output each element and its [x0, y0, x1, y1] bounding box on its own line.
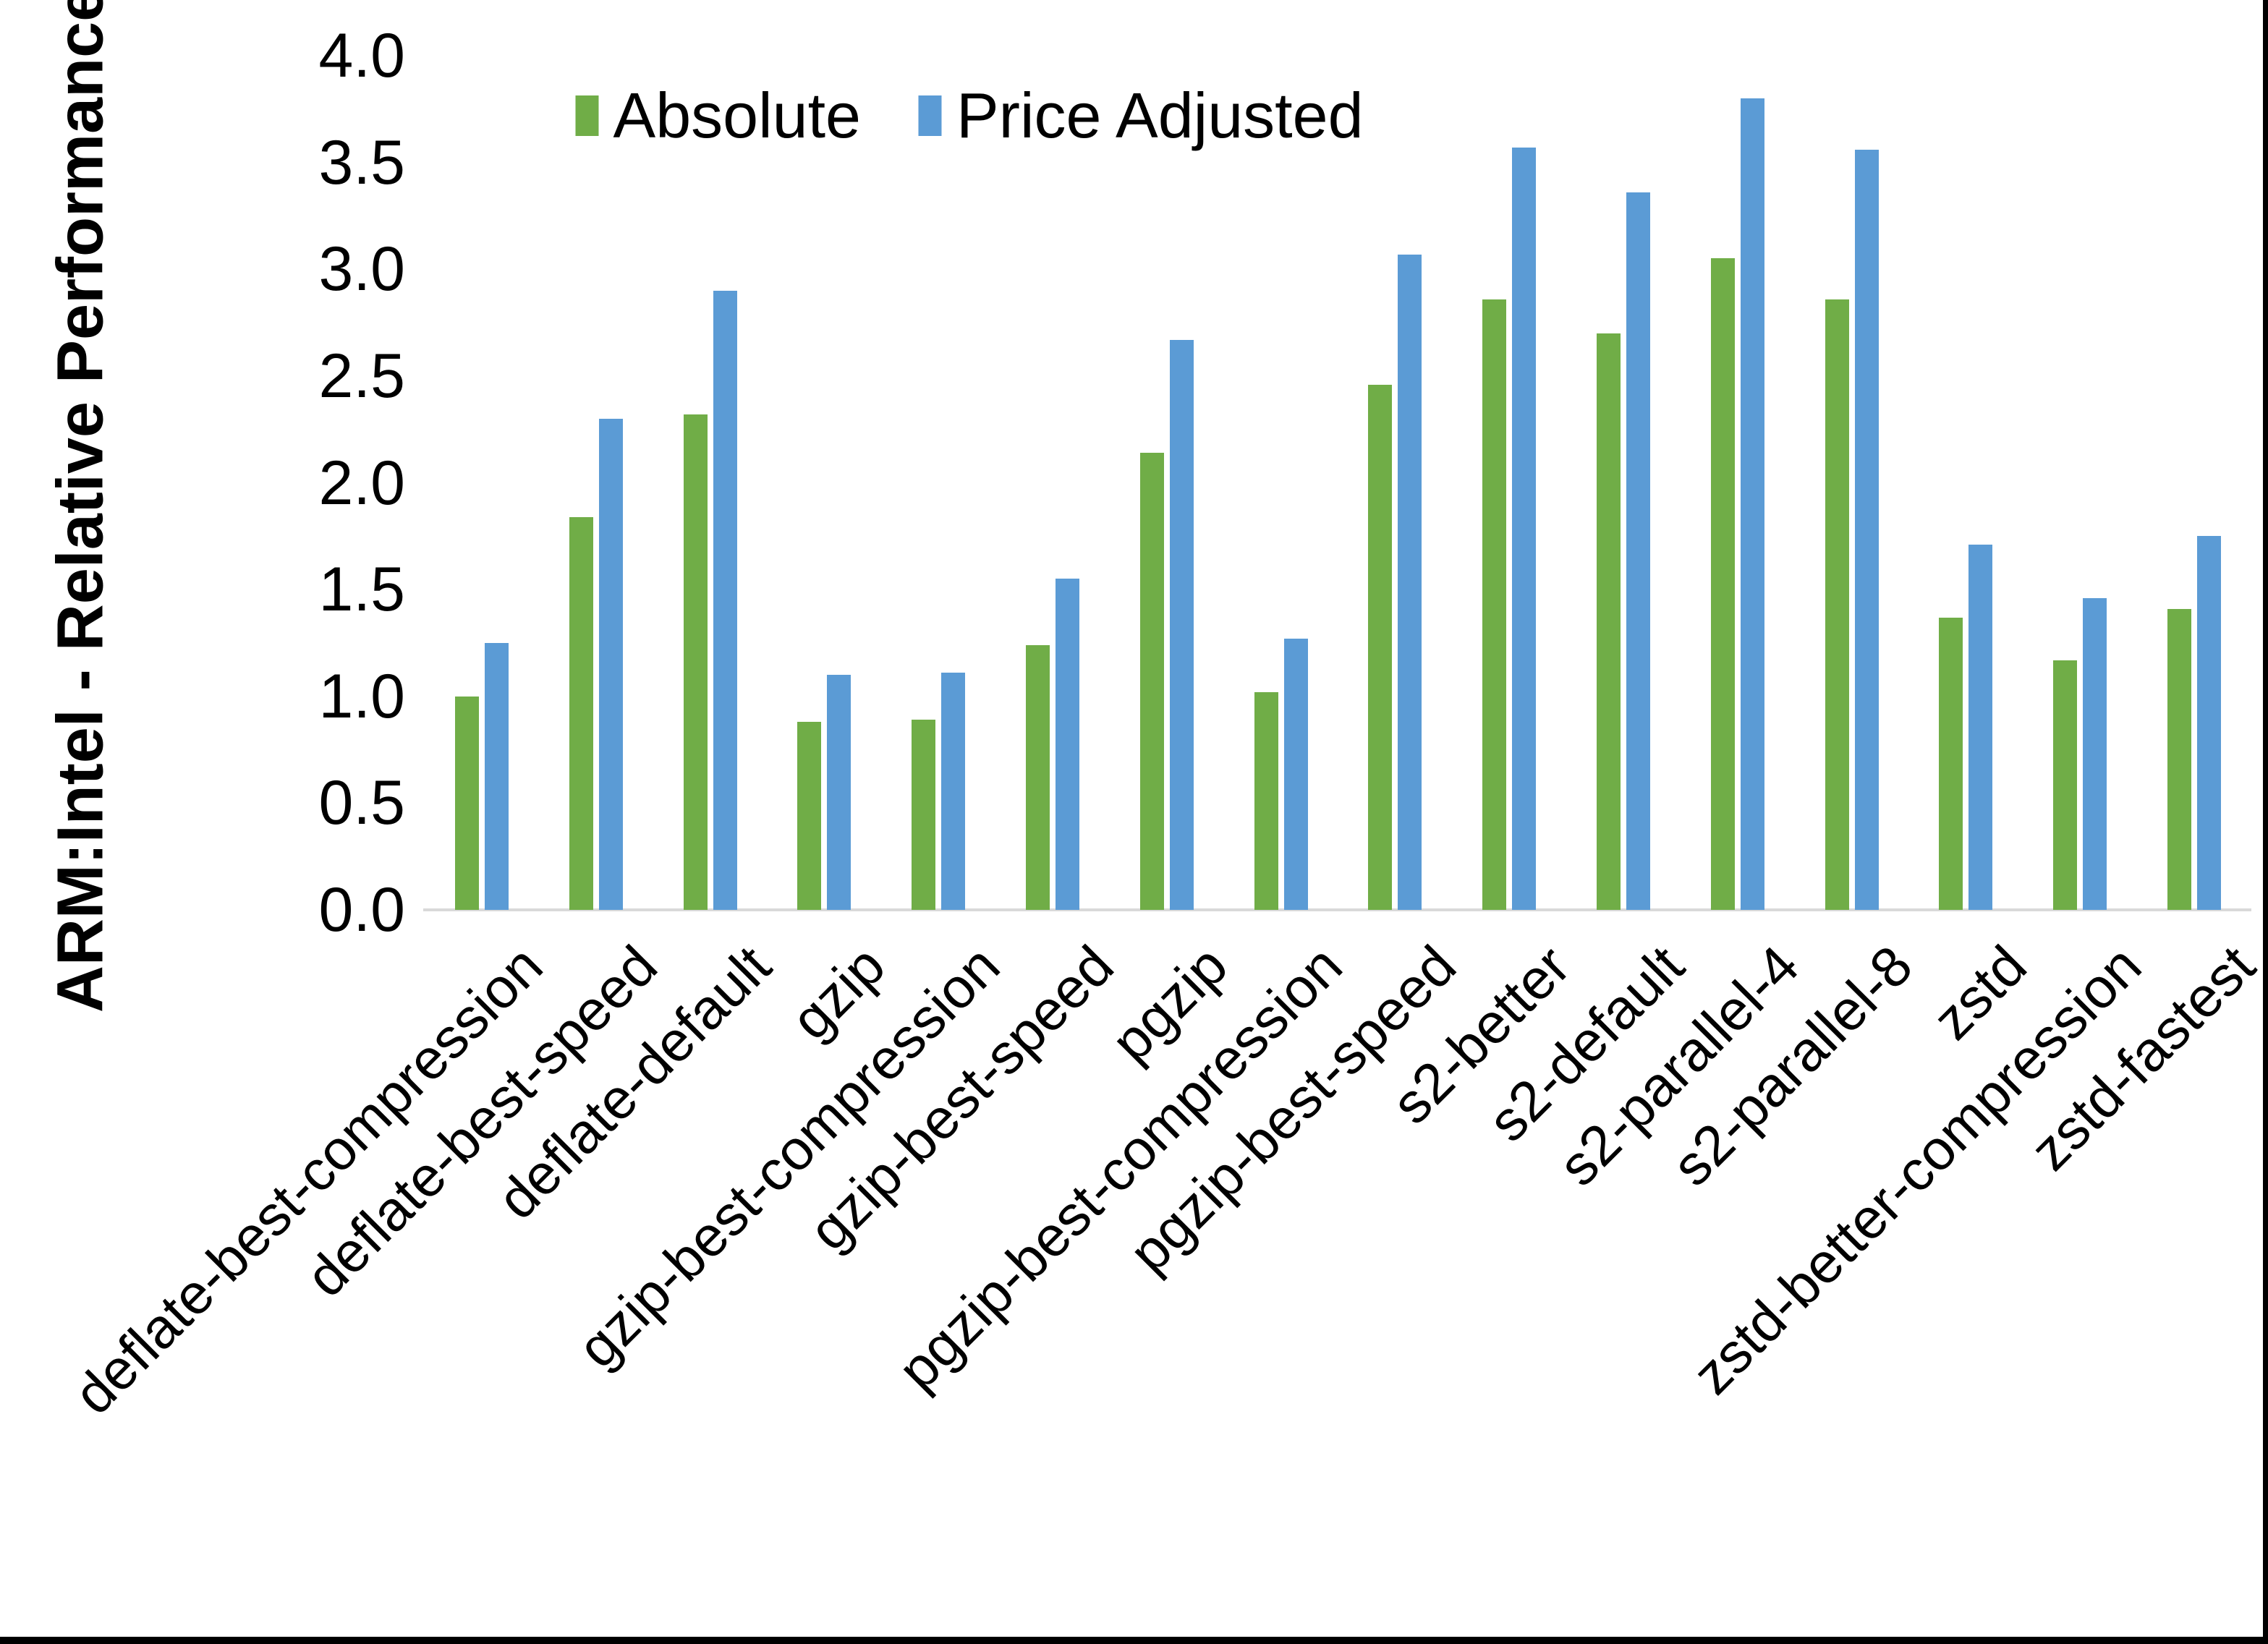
bar-absolute: [1254, 691, 1278, 910]
bar-price-adjusted: [1055, 579, 1079, 910]
bar-absolute: [912, 720, 936, 910]
bar-price-adjusted: [1512, 147, 1537, 910]
legend-label-price-adjusted: Price Adjusted: [956, 80, 1364, 151]
legend-entry-price-adjusted: Price Adjusted: [918, 80, 1364, 151]
bar-price-adjusted: [2197, 536, 2222, 910]
bar-price-adjusted: [598, 418, 623, 910]
bar-price-adjusted: [941, 673, 966, 910]
bar-absolute: [1482, 299, 1507, 910]
y-tick-label: 1.5: [318, 555, 405, 625]
y-tick-label: 2.5: [318, 341, 405, 411]
y-tick-label: 4.0: [318, 21, 405, 90]
y-tick-label: 0.0: [318, 875, 405, 945]
page-border-right: [2263, 0, 2268, 1644]
bar-price-adjusted: [1169, 339, 1194, 910]
bar-price-adjusted: [1854, 149, 1879, 910]
legend-entry-absolute: Absolute: [575, 80, 861, 151]
legend-swatch-absolute-icon: [575, 95, 599, 136]
bar-absolute: [683, 414, 708, 910]
bar-absolute: [797, 722, 822, 910]
legend-label-absolute: Absolute: [613, 80, 861, 151]
bar-price-adjusted: [484, 642, 509, 910]
legend: Absolute Price Adjusted: [575, 80, 1364, 151]
bar-price-adjusted: [1626, 192, 1651, 910]
y-tick-label: 0.5: [318, 768, 405, 838]
y-tick-label: 3.0: [318, 234, 405, 304]
y-tick-label: 3.5: [318, 127, 405, 197]
bar-price-adjusted: [1283, 639, 1308, 910]
bar-absolute: [2053, 660, 2078, 910]
bar-absolute: [1025, 644, 1050, 910]
bar-absolute: [1368, 384, 1393, 910]
bar-price-adjusted: [1740, 98, 1764, 910]
x-axis-baseline: [423, 908, 2251, 911]
y-tick-label: 2.0: [318, 448, 405, 518]
bar-price-adjusted: [1968, 545, 1993, 910]
bar-price-adjusted: [2083, 597, 2107, 910]
x-category-label: deflate-best-compression: [61, 933, 555, 1426]
bar-price-adjusted: [1398, 254, 1422, 910]
bar-absolute: [1939, 617, 1963, 910]
bar-absolute: [1597, 333, 1621, 910]
y-axis-title: ARM:Intel - Relative Performance: [44, 0, 117, 1013]
bar-absolute: [1710, 258, 1735, 910]
y-tick-label: 1.0: [318, 661, 405, 731]
page-border-bottom: [0, 1637, 2268, 1644]
bar-absolute: [454, 696, 479, 910]
legend-swatch-price-adjusted-icon: [918, 95, 942, 136]
bar-price-adjusted: [713, 290, 737, 910]
bar-absolute: [2167, 608, 2192, 910]
bar-absolute: [569, 516, 593, 910]
bar-absolute: [1825, 299, 1849, 910]
bar-price-adjusted: [827, 675, 851, 910]
bar-absolute: [1139, 453, 1164, 910]
